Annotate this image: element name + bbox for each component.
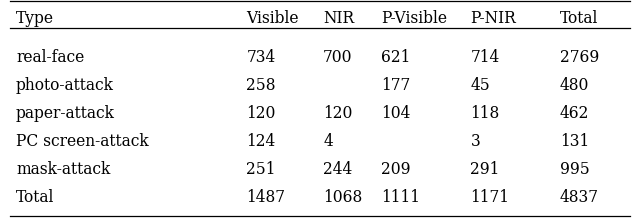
Text: Total: Total: [560, 10, 598, 27]
Text: Type: Type: [16, 10, 54, 27]
Text: real-face: real-face: [16, 49, 84, 66]
Text: 995: 995: [560, 161, 589, 178]
Text: 244: 244: [323, 161, 353, 178]
Text: Total: Total: [16, 189, 54, 206]
Text: 251: 251: [246, 161, 276, 178]
Text: 1111: 1111: [381, 189, 420, 206]
Text: 2769: 2769: [560, 49, 599, 66]
Text: 291: 291: [470, 161, 500, 178]
Text: 4837: 4837: [560, 189, 599, 206]
Text: 124: 124: [246, 133, 276, 150]
Text: 120: 120: [246, 105, 276, 122]
Text: mask-attack: mask-attack: [16, 161, 110, 178]
Text: 4: 4: [323, 133, 333, 150]
Text: 1068: 1068: [323, 189, 362, 206]
Text: 177: 177: [381, 77, 410, 94]
Text: 462: 462: [560, 105, 589, 122]
Text: 45: 45: [470, 77, 490, 94]
Text: 120: 120: [323, 105, 353, 122]
Text: Visible: Visible: [246, 10, 299, 27]
Text: 621: 621: [381, 49, 410, 66]
Text: P-NIR: P-NIR: [470, 10, 516, 27]
Text: 480: 480: [560, 77, 589, 94]
Text: 118: 118: [470, 105, 500, 122]
Text: 209: 209: [381, 161, 410, 178]
Text: P-Visible: P-Visible: [381, 10, 447, 27]
Text: 258: 258: [246, 77, 276, 94]
Text: 104: 104: [381, 105, 410, 122]
Text: photo-attack: photo-attack: [16, 77, 114, 94]
Text: NIR: NIR: [323, 10, 355, 27]
Text: 131: 131: [560, 133, 589, 150]
Text: paper-attack: paper-attack: [16, 105, 115, 122]
Text: 3: 3: [470, 133, 480, 150]
Text: 1487: 1487: [246, 189, 285, 206]
Text: 734: 734: [246, 49, 276, 66]
Text: 700: 700: [323, 49, 353, 66]
Text: PC screen-attack: PC screen-attack: [16, 133, 148, 150]
Text: 1171: 1171: [470, 189, 509, 206]
Text: 714: 714: [470, 49, 500, 66]
